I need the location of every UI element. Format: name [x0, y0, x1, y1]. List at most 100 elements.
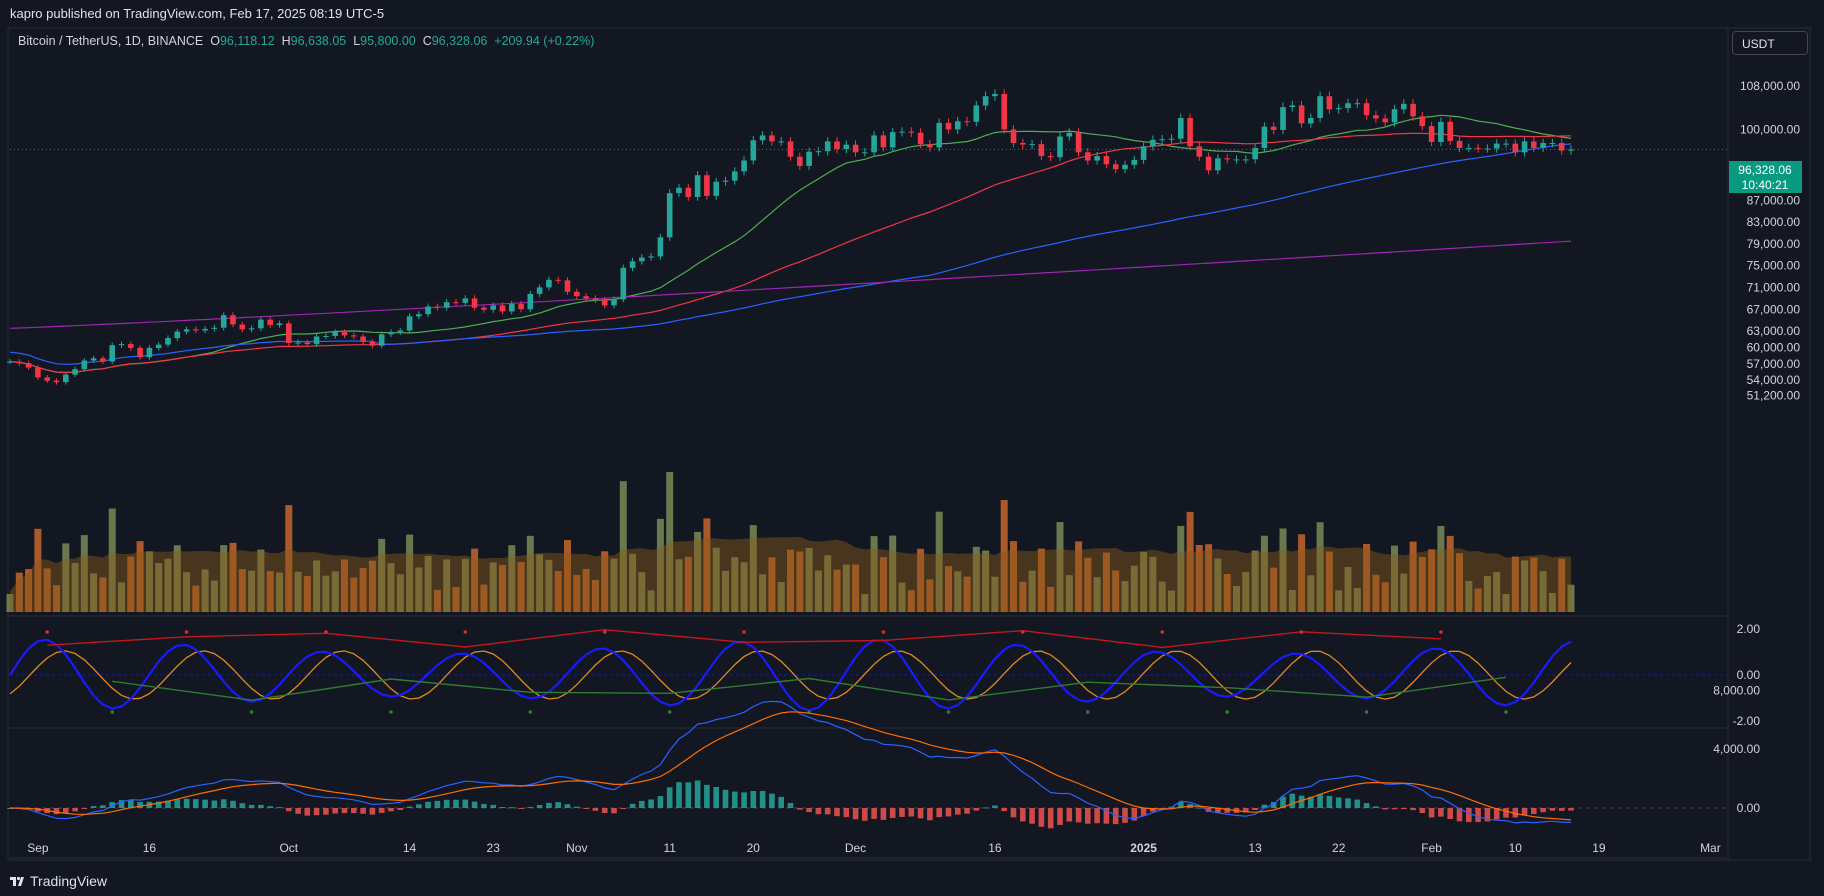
moving-averages — [9, 114, 1572, 374]
macd-histogram-bar — [1094, 808, 1100, 824]
volume-bar — [591, 579, 599, 612]
volume-bar — [248, 570, 256, 612]
macd-histogram-bar — [639, 800, 645, 808]
candle-body — [416, 314, 422, 317]
volume-bar — [1251, 550, 1259, 612]
macd-histogram-bar — [323, 808, 329, 815]
candle-body — [1047, 156, 1054, 158]
candle-body — [360, 336, 366, 342]
volume-bar — [954, 571, 962, 612]
candle-body — [1159, 139, 1165, 141]
candle-body — [574, 291, 580, 297]
volume-bar — [898, 582, 906, 612]
oscillator-main-line — [9, 638, 1572, 712]
candle-body — [583, 296, 589, 299]
candle-body — [1391, 109, 1398, 123]
volume-bar — [285, 505, 293, 612]
oscillator-upper-trendline — [47, 628, 1441, 649]
candle-body — [1363, 103, 1370, 116]
macd-histogram-bar — [1354, 799, 1361, 808]
candle-body — [1289, 105, 1296, 107]
volume-bar — [396, 574, 404, 612]
candle-body — [1233, 159, 1240, 161]
candle-body — [211, 327, 218, 329]
candle-body — [1001, 94, 1007, 130]
high-value: 96,638.05 — [290, 34, 347, 48]
oscillator-buy-dot — [110, 710, 114, 714]
volume-bar — [1298, 534, 1306, 612]
candle-body — [1382, 118, 1388, 123]
currency-button[interactable]: USDT — [1732, 31, 1808, 55]
candle-body — [304, 342, 311, 345]
macd-histogram-bar — [1428, 808, 1435, 818]
price-tick-label: 63,000.00 — [1747, 324, 1801, 338]
volume-bar — [378, 538, 386, 612]
low-value: 95,800.00 — [360, 34, 416, 48]
candlesticks — [7, 89, 1728, 385]
candle-body — [834, 141, 840, 149]
macd-histogram-bar — [527, 806, 534, 808]
macd-histogram-bar — [1057, 808, 1063, 825]
price-tick-label: 71,000.00 — [1747, 280, 1801, 294]
volume-bar — [136, 541, 144, 612]
volume-bar — [926, 579, 934, 612]
macd-histogram-bar — [499, 807, 506, 808]
time-tick-label: 10 — [1509, 841, 1523, 855]
volume-bar — [424, 556, 432, 612]
macd-histogram-bar — [843, 808, 850, 818]
candle-body — [797, 156, 803, 166]
candle-body — [155, 344, 162, 348]
macd-histogram-bar — [1289, 793, 1296, 808]
macd-histogram-bar — [657, 796, 664, 808]
macd-histogram-bar — [1038, 808, 1045, 827]
candle-body — [899, 131, 905, 133]
candle-body — [1475, 147, 1481, 149]
volume-bar — [982, 550, 990, 612]
oscillator-sell-dot — [45, 630, 49, 634]
macd-histogram-bar — [1493, 808, 1500, 820]
ma-long-line — [9, 240, 1572, 329]
macd-histogram-bar — [193, 799, 199, 808]
candle-body — [1168, 138, 1175, 140]
volume-bar — [1186, 511, 1194, 612]
candle-body — [146, 347, 153, 358]
macd-histogram-bar — [880, 808, 887, 820]
macd-histogram-bar — [118, 800, 125, 808]
open-value: 96,118.12 — [219, 34, 275, 48]
macd-pane: 8,000.00 4,000.00 0.00 — [7, 683, 1760, 829]
macd-histogram-bar — [509, 807, 515, 809]
chart-canvas[interactable]: 108,000.00100,000.0092,000.0087,000.0083… — [0, 0, 1824, 866]
volume-bar — [870, 536, 878, 612]
candle-body — [183, 329, 190, 332]
volume-bar — [963, 576, 971, 612]
volume-bar — [805, 548, 813, 612]
volume-bar — [945, 566, 952, 612]
candle-body — [518, 303, 524, 310]
volume-bar — [433, 589, 441, 612]
volume-bar — [1158, 581, 1166, 612]
candle-body — [1456, 140, 1463, 148]
candle-body — [81, 360, 88, 370]
volume-bar — [1010, 541, 1017, 612]
volume-bar — [1325, 551, 1333, 612]
macd-histogram-bar — [211, 800, 218, 808]
oscillator-sell-dot — [602, 630, 607, 634]
candle-body — [1187, 118, 1193, 147]
candle-body — [982, 96, 989, 106]
volume-bar — [1056, 522, 1064, 612]
macd-histogram-bar — [955, 808, 961, 815]
candle-body — [323, 336, 329, 337]
candle-body — [1401, 103, 1407, 110]
volume-bar — [842, 564, 850, 612]
volume-bar — [1391, 545, 1398, 612]
candle-body — [1493, 143, 1500, 149]
oscillator-sell-dot — [1439, 630, 1443, 634]
macd-histogram-bar — [109, 802, 115, 808]
macd-histogram-bar — [1150, 808, 1156, 812]
footer: TradingView — [0, 866, 1824, 896]
candle-body — [109, 345, 115, 362]
volume-bar — [1084, 557, 1092, 612]
close-value: 96,328.06 — [431, 34, 488, 48]
price-tick-label: 57,000.00 — [1747, 357, 1801, 371]
candle-body — [220, 315, 227, 328]
